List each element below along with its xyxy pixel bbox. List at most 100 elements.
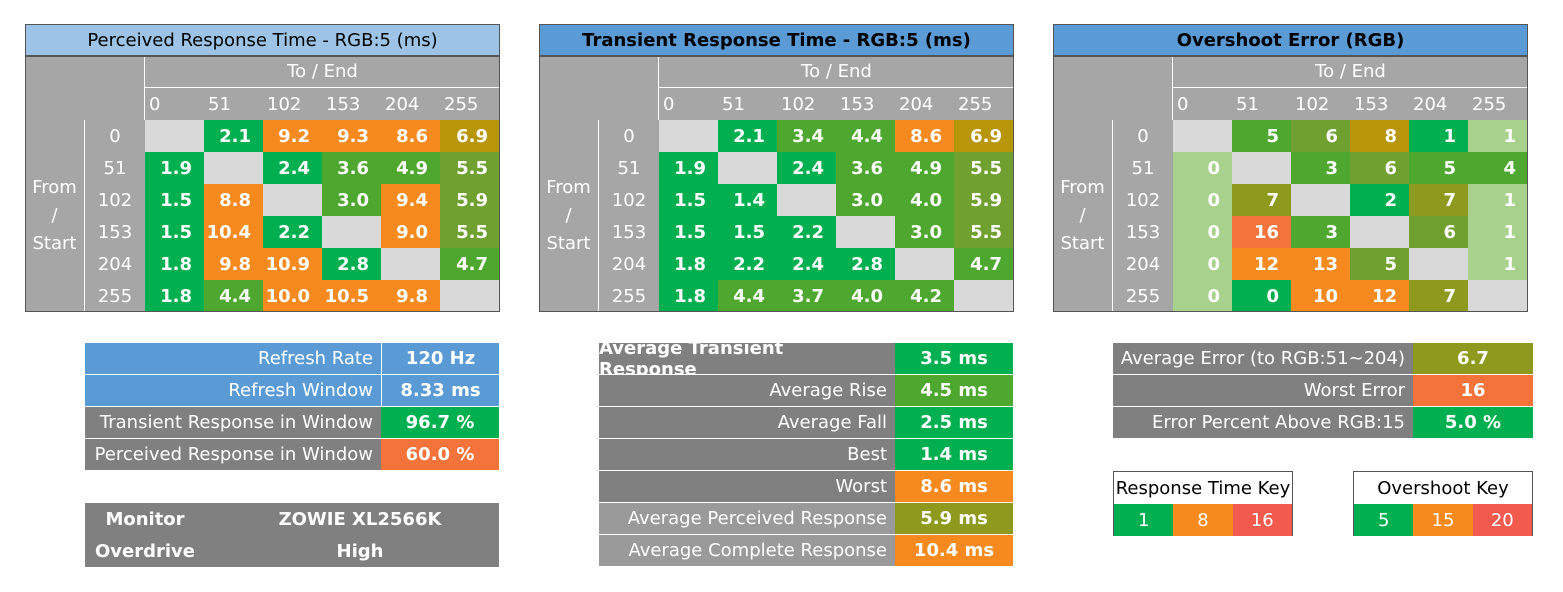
heatmap-cell: 2.4 <box>777 248 836 280</box>
refresh-row: Refresh Window 8.33 ms <box>85 375 499 407</box>
heatmap-cell-empty <box>659 120 718 152</box>
column-label: 51 <box>204 88 263 120</box>
column-label: 102 <box>263 88 322 120</box>
heatmap-cell: 6 <box>1291 120 1350 152</box>
from-start-slash: / <box>51 205 58 226</box>
row-value: 4.5 ms <box>895 375 1013 407</box>
column-label: 153 <box>836 88 895 120</box>
heatmap-cell: 9.3 <box>322 120 381 152</box>
heatmap-panel-1: Perceived Response Time - RGB:5 (ms) To /… <box>25 24 506 312</box>
heatmap-cell: 1 <box>1468 120 1528 152</box>
column-label: 0 <box>659 88 718 120</box>
heatmap-cell: 2.8 <box>322 248 381 280</box>
averages-row: Average Complete Response 10.4 ms <box>599 535 1013 567</box>
row-value: 5.9 ms <box>895 503 1013 535</box>
row-value: 8.6 ms <box>895 471 1013 503</box>
heatmap-cell: 0 <box>1173 216 1232 248</box>
averages-row: Average Perceived Response 5.9 ms <box>599 503 1013 535</box>
key-swatch: 15 <box>1413 504 1473 536</box>
column-label: 204 <box>895 88 954 120</box>
row-value: 1.4 ms <box>895 439 1013 471</box>
row-label: Transient Response in Window <box>85 407 381 439</box>
heatmap-cell: 6 <box>1409 216 1468 248</box>
heatmap-cell: 1 <box>1468 248 1528 280</box>
heatmap-cell: 2.8 <box>836 248 895 280</box>
averages-row: Average Fall 2.5 ms <box>599 407 1013 439</box>
row-label: Perceived Response in Window <box>85 439 381 471</box>
heatmap-cell: 10.0 <box>263 280 322 312</box>
heatmap-cell: 2.1 <box>718 120 777 152</box>
row-label: Average Error (to RGB:51~204) <box>1113 343 1413 375</box>
heatmap-cell: 3 <box>1291 216 1350 248</box>
key-swatch: 20 <box>1472 504 1532 536</box>
heatmap-cell: 5 <box>1350 248 1409 280</box>
refresh-row: Perceived Response in Window 60.0 % <box>85 439 499 471</box>
heatmap-cell: 4.9 <box>381 152 440 184</box>
heatmap-cell: 5.5 <box>440 216 500 248</box>
row-label: 153 <box>599 216 659 248</box>
row-label: Worst Error <box>1113 375 1413 407</box>
column-label: 255 <box>1468 88 1528 120</box>
from-start-start: Start <box>32 233 77 254</box>
column-label: 204 <box>1409 88 1468 120</box>
heatmap-cell-empty <box>263 184 322 216</box>
heatmap-title: Transient Response Time - RGB:5 (ms) <box>539 24 1014 56</box>
heatmap-cell: 5.5 <box>440 152 500 184</box>
row-value: 5.0 % <box>1413 407 1533 439</box>
monitor-label: Monitor <box>105 508 185 530</box>
heatmap-cell: 7 <box>1232 184 1291 216</box>
heatmap-cell: 10.4 <box>204 216 263 248</box>
row-label: 204 <box>85 248 145 280</box>
heatmap-cell: 1 <box>1468 184 1528 216</box>
key-swatch: 5 <box>1354 504 1414 536</box>
row-value: 120 Hz <box>381 343 499 375</box>
from-start-from: From <box>546 177 591 198</box>
heatmap-cell: 5.9 <box>954 184 1014 216</box>
row-label: 255 <box>1113 280 1173 312</box>
heatmap-cell-empty <box>145 120 204 152</box>
heatmap-cell: 3.0 <box>836 184 895 216</box>
averages-row: Worst 8.6 ms <box>599 471 1013 503</box>
overdrive-label: Overdrive <box>95 540 195 562</box>
heatmap-cell: 4.4 <box>718 280 777 312</box>
heatmap-cell: 8.6 <box>381 120 440 152</box>
response-key-title: Response Time Key <box>1115 477 1291 499</box>
row-label: Refresh Rate <box>85 343 381 375</box>
error-row: Average Error (to RGB:51~204) 6.7 <box>1113 343 1533 375</box>
from-start-from: From <box>1060 177 1105 198</box>
overshoot-key-title: Overshoot Key <box>1377 477 1509 499</box>
heatmap-cell: 1.9 <box>659 152 718 184</box>
heatmap-cell: 0 <box>1232 280 1291 312</box>
heatmap-cell-empty <box>1232 152 1291 184</box>
row-label: 153 <box>1113 216 1173 248</box>
row-label: 204 <box>1113 248 1173 280</box>
from-start-start: Start <box>1060 233 1105 254</box>
overshoot-key: Overshoot Key 5 15 20 <box>1353 471 1533 536</box>
heatmap-cell: 8.6 <box>895 120 954 152</box>
averages-row: Best 1.4 ms <box>599 439 1013 471</box>
from-start-label: From / Start <box>25 120 85 312</box>
response-key-swatches: 1 8 16 <box>1114 504 1292 536</box>
heatmap-cell-empty <box>1291 184 1350 216</box>
heatmap-cell: 1.5 <box>718 216 777 248</box>
heatmap-cell: 1.8 <box>145 248 204 280</box>
heatmap-cell: 2.2 <box>718 248 777 280</box>
row-value: 8.33 ms <box>381 375 499 407</box>
row-label: 102 <box>599 184 659 216</box>
heatmap-cell: 3 <box>1291 152 1350 184</box>
column-label: 255 <box>440 88 500 120</box>
heatmap-panel-3: Overshoot Error (RGB) To / End 0 51 102 153 20… <box>1053 24 1534 312</box>
row-label: 255 <box>85 280 145 312</box>
row-label: Average Complete Response <box>599 535 895 567</box>
heatmap-cell: 1.8 <box>659 280 718 312</box>
row-value: 2.5 ms <box>895 407 1013 439</box>
row-label: Average Perceived Response <box>599 503 895 535</box>
row-label: Best <box>599 439 895 471</box>
column-label: 51 <box>1232 88 1291 120</box>
heatmap-cell: 4.7 <box>440 248 500 280</box>
heatmap-cell: 1.9 <box>145 152 204 184</box>
from-start-label: From / Start <box>539 120 599 312</box>
heatmap-cell: 1.5 <box>145 184 204 216</box>
row-value: 3.5 ms <box>895 343 1013 375</box>
row-label: 0 <box>1113 120 1173 152</box>
